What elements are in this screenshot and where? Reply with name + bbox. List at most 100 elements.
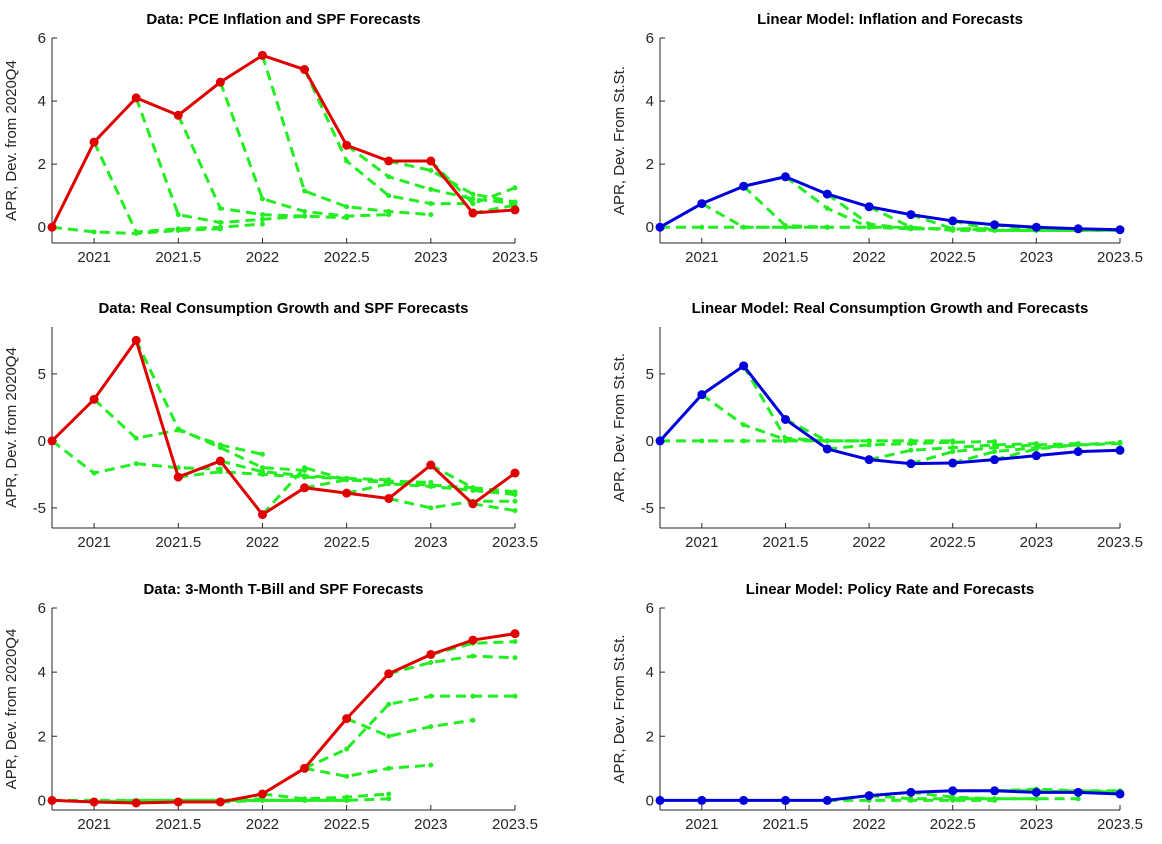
series-marker <box>91 470 97 476</box>
series-line <box>51 632 516 805</box>
series-marker <box>782 435 788 441</box>
series-marker <box>512 498 518 504</box>
x-tick-label: 2021.5 <box>763 249 809 266</box>
series-marker <box>175 226 181 232</box>
chart-title: Data: 3-Month T-Bill and SPF Forecasts <box>143 581 423 598</box>
y-tick-label: 6 <box>38 30 46 47</box>
series-line <box>659 175 1121 232</box>
series-line <box>134 339 305 472</box>
series-marker <box>89 797 99 807</box>
x-tick-label: 2022.5 <box>930 816 976 833</box>
series-marker <box>133 435 139 441</box>
series-line <box>994 440 1121 462</box>
x-tick-label: 2022 <box>246 816 279 833</box>
y-tick-label: 0 <box>38 219 46 236</box>
series-line <box>346 717 474 738</box>
series-marker <box>739 361 749 371</box>
x-tick-label: 2021.5 <box>155 534 201 551</box>
series-marker <box>300 483 310 493</box>
y-axis-label: APR, Dev. from 2020Q4 <box>3 347 20 508</box>
series-marker <box>1115 225 1125 235</box>
series-marker <box>426 156 436 166</box>
x-tick-label: 2021.5 <box>763 534 809 551</box>
y-tick-label: 2 <box>38 728 46 745</box>
series-marker <box>906 459 916 469</box>
series-marker <box>300 763 310 773</box>
chart-title: Data: PCE Inflation and SPF Forecasts <box>146 11 420 28</box>
y-tick-label: 6 <box>38 600 46 617</box>
series-marker <box>948 786 958 796</box>
series-marker <box>215 797 225 807</box>
series-marker <box>302 465 308 471</box>
series-marker <box>344 477 350 483</box>
series-marker <box>990 786 1000 796</box>
series-marker <box>510 205 520 215</box>
series-marker <box>428 660 434 666</box>
series-marker <box>468 208 478 218</box>
series-marker <box>175 426 181 432</box>
x-tick-label: 2023.5 <box>1097 816 1143 833</box>
series-marker <box>655 222 665 232</box>
series-marker <box>133 461 139 467</box>
y-axis-label: APR, Dev. From St.St. <box>611 635 628 784</box>
series-marker <box>1031 451 1041 461</box>
series-line <box>660 789 1121 802</box>
series-marker <box>948 458 958 468</box>
series-line <box>51 439 221 475</box>
series-marker <box>259 212 265 218</box>
series-marker <box>822 444 832 454</box>
series-marker <box>1031 222 1041 232</box>
series-marker <box>782 223 788 229</box>
series-marker <box>739 795 749 805</box>
y-axis-label: APR, Dev. From St.St. <box>611 66 628 215</box>
x-tick-label: 2023.5 <box>492 816 538 833</box>
series-marker <box>468 499 478 509</box>
series-marker <box>344 794 350 800</box>
y-tick-label: 2 <box>38 156 46 173</box>
series-marker <box>386 791 392 797</box>
x-tick-label: 2023 <box>414 816 447 833</box>
series-marker <box>386 193 392 199</box>
series-marker <box>217 205 223 211</box>
x-tick-label: 2022 <box>852 816 885 833</box>
series-marker <box>992 445 998 451</box>
x-tick-label: 2021.5 <box>155 249 201 266</box>
y-tick-label: -5 <box>33 500 46 517</box>
y-tick-label: 4 <box>646 664 654 681</box>
series-marker <box>428 483 434 489</box>
series-marker <box>510 629 520 639</box>
x-tick-label: 2022.5 <box>324 816 370 833</box>
series-marker <box>908 447 914 453</box>
y-axis-label: APR, Dev. From St.St. <box>611 353 628 502</box>
series-line <box>304 763 431 778</box>
x-tick-label: 2021.5 <box>763 816 809 833</box>
series-marker <box>908 796 914 802</box>
series-marker <box>990 455 1000 465</box>
series-line <box>658 364 1121 466</box>
series-marker <box>510 468 520 478</box>
chart-title: Linear Model: Inflation and Forecasts <box>757 11 1023 28</box>
x-tick-label: 2023 <box>1020 534 1053 551</box>
series-marker <box>302 208 308 214</box>
series-marker <box>470 693 476 699</box>
series-marker <box>217 445 223 451</box>
series-marker <box>512 693 518 699</box>
series-marker <box>259 465 265 471</box>
series-marker <box>428 762 434 768</box>
series-marker <box>384 669 394 679</box>
series-line <box>472 502 516 513</box>
y-tick-label: 5 <box>38 366 46 383</box>
series-line <box>742 365 911 443</box>
series-marker <box>470 196 476 202</box>
series-line <box>430 640 516 656</box>
series-marker <box>992 227 998 233</box>
series-marker <box>780 414 790 424</box>
series-marker <box>699 224 705 230</box>
series-marker <box>257 50 267 60</box>
series-marker <box>257 789 267 799</box>
series-marker <box>344 773 350 779</box>
series-marker <box>428 186 434 192</box>
series-line <box>261 466 431 516</box>
series-line <box>262 792 389 801</box>
